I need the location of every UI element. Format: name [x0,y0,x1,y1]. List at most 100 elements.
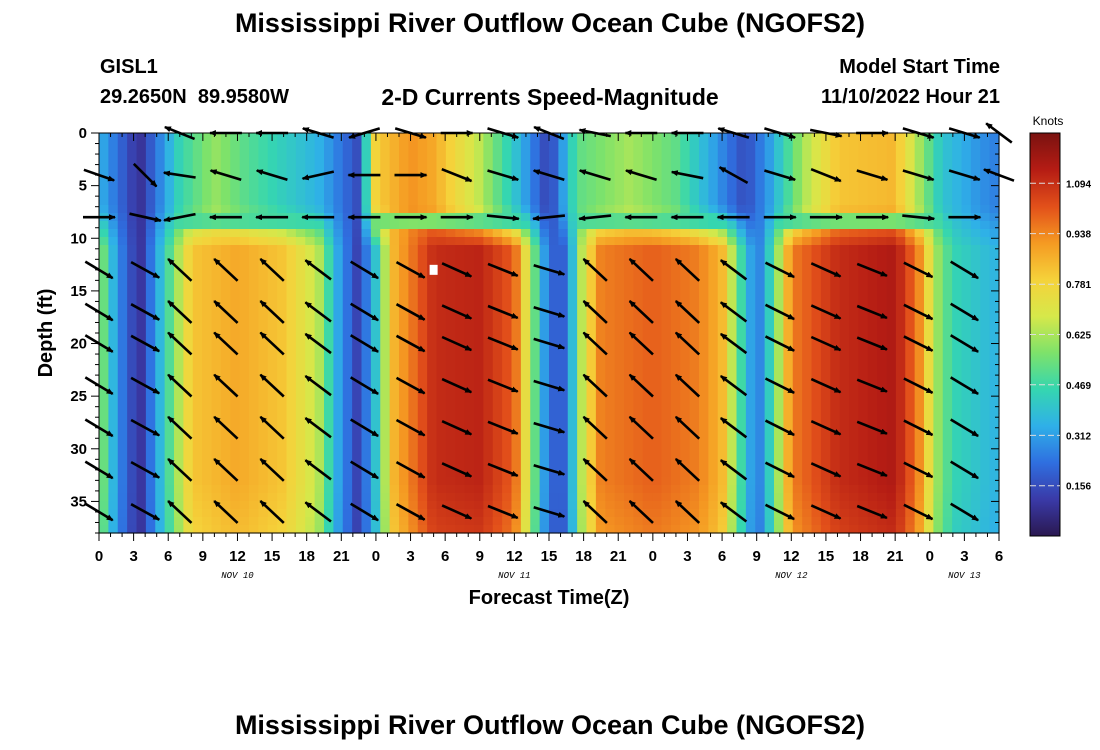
heat-cell [408,325,419,334]
heat-cell [783,517,794,526]
heat-cell [333,149,344,158]
heat-cell [820,501,831,510]
heat-cell [483,429,494,438]
heat-cell [520,325,531,334]
heat-cell [99,197,109,206]
model-start-label: Model Start Time [839,56,1000,78]
heat-cell [408,149,419,158]
heat-cell [942,341,953,350]
heat-cell [136,477,147,486]
heat-cell [820,413,831,422]
heat-cell [380,405,391,414]
heat-cell [717,221,728,230]
heat-cell [286,341,297,350]
heat-cell [305,493,316,502]
heat-cell [699,261,709,270]
heat-cell [736,165,747,174]
heat-cell [633,165,644,174]
heat-cell [145,485,156,494]
current-vector [764,503,795,521]
heat-cell [492,349,503,358]
heat-cell [530,237,541,246]
heat-cell [989,261,1000,270]
current-vector [350,260,379,280]
heat-cell [633,453,644,462]
heat-cell [145,317,156,326]
heat-cell [211,157,222,166]
heat-cell [249,485,259,494]
heat-cell [202,165,213,174]
heat-cell [99,485,109,494]
heat-cell [970,309,981,318]
heat-cell [230,373,241,382]
heat-cell [230,421,241,430]
heat-cell [286,397,297,406]
heat-cell [970,437,981,446]
heat-cell [614,229,625,238]
heat-cell [370,341,381,350]
heat-cell [314,501,325,510]
heat-cell [567,317,578,326]
heat-cell [502,189,513,198]
heat-cell [474,157,484,166]
heat-cell [239,157,250,166]
heat-cell [624,221,634,230]
heat-cell [530,253,541,262]
heat-cell [445,501,456,510]
current-vector [132,162,158,188]
heat-cell [117,413,128,422]
heat-cell [258,461,269,470]
heat-cell [295,373,306,382]
heat-cell [895,461,906,470]
heat-cell [539,181,550,190]
heat-cell [417,149,428,158]
heat-cell [764,221,775,230]
heat-cell [136,285,147,294]
heat-cell [980,421,991,430]
heat-cell [380,485,391,494]
heat-cell [689,365,700,374]
heat-cell [652,253,663,262]
heat-cell [286,301,297,310]
heat-cell [520,509,531,518]
heat-cell [258,349,269,358]
heat-cell [314,237,325,246]
heat-cell [905,341,916,350]
heat-cell [680,181,691,190]
heat-cell [117,205,128,214]
heat-cell [811,341,822,350]
heat-cell [530,333,541,342]
heat-cell [886,261,897,270]
current-vector [395,503,426,521]
heat-cell [745,389,756,398]
heat-cell [108,205,119,214]
heat-cell [708,381,719,390]
heat-cell [577,453,588,462]
heat-cell [117,509,128,518]
heat-cell [539,317,550,326]
heat-cell [230,293,241,302]
heat-cell [830,365,841,374]
heat-cell [483,229,494,238]
heat-cell [145,253,156,262]
heat-cell [811,397,822,406]
heat-cell [258,309,269,318]
heat-cell [577,285,588,294]
heat-cell [755,493,766,502]
heat-cell [652,157,663,166]
heat-cell [961,413,972,422]
heat-cell [689,325,700,334]
heat-cell [183,437,194,446]
heat-cell [483,389,494,398]
heat-cell [417,357,428,366]
heat-cell [333,469,344,478]
heat-cell [558,405,569,414]
current-vector [582,257,608,282]
heat-cell [858,485,869,494]
heat-cell [127,485,138,494]
heat-cell [745,413,756,422]
heat-cell [520,141,531,150]
heat-cell [624,341,634,350]
current-vector [628,331,654,356]
heat-cell [680,333,691,342]
